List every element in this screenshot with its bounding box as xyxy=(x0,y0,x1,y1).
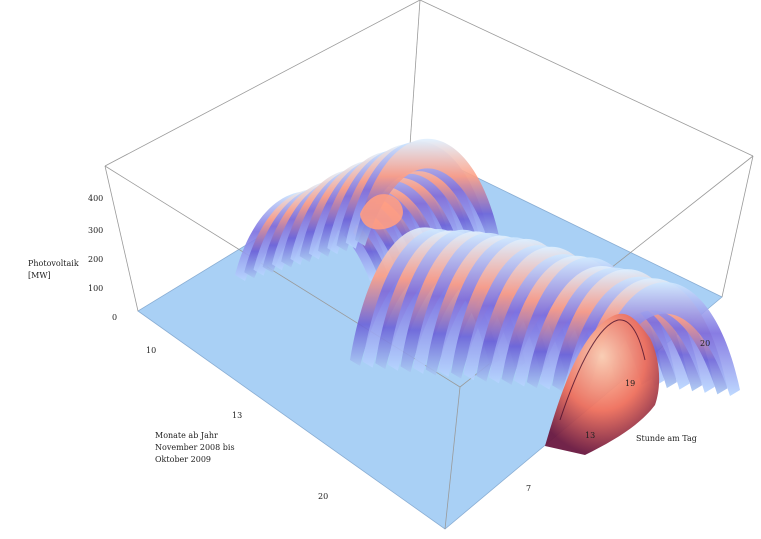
left-peak-cap xyxy=(360,194,403,230)
x-axis-label: Stunde am Tag xyxy=(636,434,697,443)
x-tick-label: 13 xyxy=(585,431,595,440)
y-axis-label-line2: November 2008 bis xyxy=(155,443,235,452)
x-tick-label: 19 xyxy=(625,379,635,388)
y-tick-label: 20 xyxy=(318,492,328,501)
y-tick-label: 10 xyxy=(146,346,156,355)
z-tick-label: 300 xyxy=(88,226,103,235)
y-axis-label-line1: Monate ab Jahr xyxy=(155,431,218,440)
y-tick-label: 13 xyxy=(232,411,242,420)
peak-cross-section xyxy=(545,313,660,455)
surface-ridge-R19 xyxy=(590,282,740,396)
x-tick-label: 7 xyxy=(526,484,531,493)
z-tick-label: 0 xyxy=(112,313,117,322)
z-tick-label: 200 xyxy=(88,255,103,264)
z-axis-label-line2: [MW] xyxy=(28,271,51,280)
y-axis-label-line3: Oktober 2009 xyxy=(155,455,211,464)
axis-ticks: 400 300 200 100 0 10 13 20 7 13 19 20 xyxy=(88,194,710,501)
z-axis-label-line1: Photovoltaik xyxy=(28,259,79,268)
z-tick-label: 400 xyxy=(88,194,103,203)
surface-ridge-L13 xyxy=(355,138,500,246)
z-tick-label: 100 xyxy=(88,284,103,293)
x-tick-label: 20 xyxy=(700,339,710,348)
